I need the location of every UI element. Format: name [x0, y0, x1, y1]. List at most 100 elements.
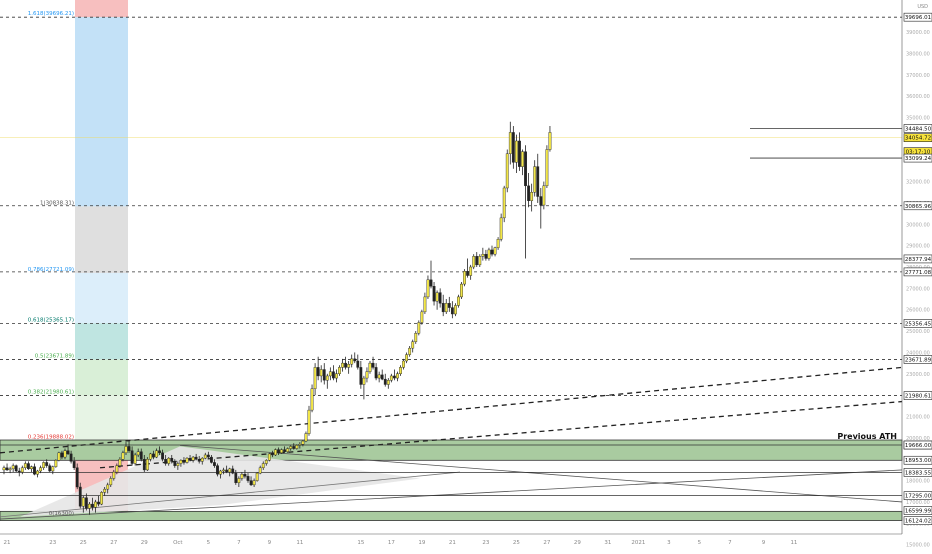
candle	[499, 217, 503, 240]
time-tick-label: 11	[790, 540, 797, 546]
candle	[405, 354, 408, 362]
price-label: 16124.02	[905, 519, 931, 525]
price-label: 28377.94	[905, 257, 932, 263]
candle	[20, 467, 24, 473]
candle	[545, 149, 549, 187]
candle	[469, 266, 473, 276]
time-tick-label: 23	[482, 540, 489, 546]
candle	[328, 371, 332, 377]
candle	[493, 247, 497, 255]
candle	[155, 450, 158, 458]
candle	[139, 451, 143, 460]
candle	[542, 185, 546, 206]
candle	[87, 503, 91, 509]
candle	[374, 367, 378, 379]
fib-label: 1(30838.31)	[40, 200, 74, 206]
candle	[307, 409, 311, 434]
candle	[487, 249, 491, 259]
candle	[362, 377, 366, 385]
candle	[246, 476, 250, 481]
support-zone	[0, 510, 903, 521]
candle	[396, 373, 399, 379]
price-label: 34484.50	[905, 126, 932, 132]
price-tick-label: 17000.00	[906, 500, 930, 506]
fib-label: 0.618(25365.17)	[28, 317, 74, 323]
candle	[194, 456, 198, 460]
price-tick-label: 27000.00	[906, 286, 930, 292]
candle	[66, 450, 70, 455]
time-tick-label: 25	[80, 540, 87, 546]
candle	[258, 467, 262, 474]
candle	[335, 373, 338, 379]
candle	[200, 457, 204, 462]
candle	[295, 445, 299, 449]
candle	[393, 375, 396, 379]
candle	[478, 256, 482, 266]
price-label-box	[903, 455, 932, 465]
candle	[322, 369, 326, 381]
fib-label: 0.382(21980.61)	[28, 390, 74, 396]
candle	[182, 460, 186, 463]
candle	[121, 452, 125, 460]
price-tick-label: 38000.00	[906, 51, 930, 57]
candle	[325, 375, 329, 381]
price-tick-label: 20000.00	[906, 436, 930, 442]
candle	[271, 453, 274, 456]
candle	[347, 363, 351, 368]
candle	[472, 256, 476, 268]
candle	[505, 153, 509, 189]
candle	[365, 371, 369, 379]
price-tick-label: 32000.00	[906, 180, 930, 186]
candle	[441, 303, 445, 313]
fib-band	[75, 395, 128, 441]
candle	[170, 457, 174, 462]
candle	[454, 305, 457, 315]
candle	[460, 283, 463, 298]
candle	[530, 192, 534, 201]
candle	[426, 279, 430, 298]
price-label-box	[903, 12, 932, 22]
candle	[94, 501, 97, 508]
price-tick-label: 37000.00	[906, 73, 930, 79]
candle	[435, 292, 439, 302]
annotation-previous-ath: Previous ATH	[837, 432, 897, 441]
price-label-box	[903, 133, 932, 142]
candle	[148, 453, 152, 460]
candle	[399, 367, 402, 374]
candle	[261, 463, 265, 468]
candle	[521, 151, 524, 167]
candle	[536, 166, 540, 197]
candle	[81, 497, 85, 507]
time-tick-label: 23	[49, 540, 56, 546]
candle	[158, 450, 161, 454]
candle	[48, 465, 52, 472]
candle	[286, 448, 290, 452]
candle	[209, 456, 213, 463]
time-tick-label: 5	[207, 540, 211, 546]
price-tick-label: 29000.00	[906, 244, 930, 250]
candle	[353, 358, 357, 362]
candle	[463, 271, 466, 285]
candle	[289, 446, 293, 449]
candle	[264, 460, 268, 464]
time-tick-label: 29	[141, 540, 148, 546]
time-tick-label: 2021	[631, 540, 645, 546]
candle	[185, 457, 189, 463]
candle	[130, 450, 134, 464]
candle	[420, 311, 424, 323]
candle	[23, 463, 27, 468]
candle	[14, 465, 18, 472]
candle	[124, 446, 128, 454]
trend-line	[179, 444, 903, 503]
candle	[316, 367, 320, 377]
fib-band	[75, 0, 128, 18]
price-label-box	[903, 468, 932, 477]
candle	[237, 478, 241, 483]
fib-label: 0.5(23671.89)	[35, 353, 74, 359]
candle	[240, 473, 244, 479]
dashed-channel-upper	[0, 366, 903, 454]
candles-group	[2, 121, 552, 515]
fib-band	[75, 359, 128, 396]
